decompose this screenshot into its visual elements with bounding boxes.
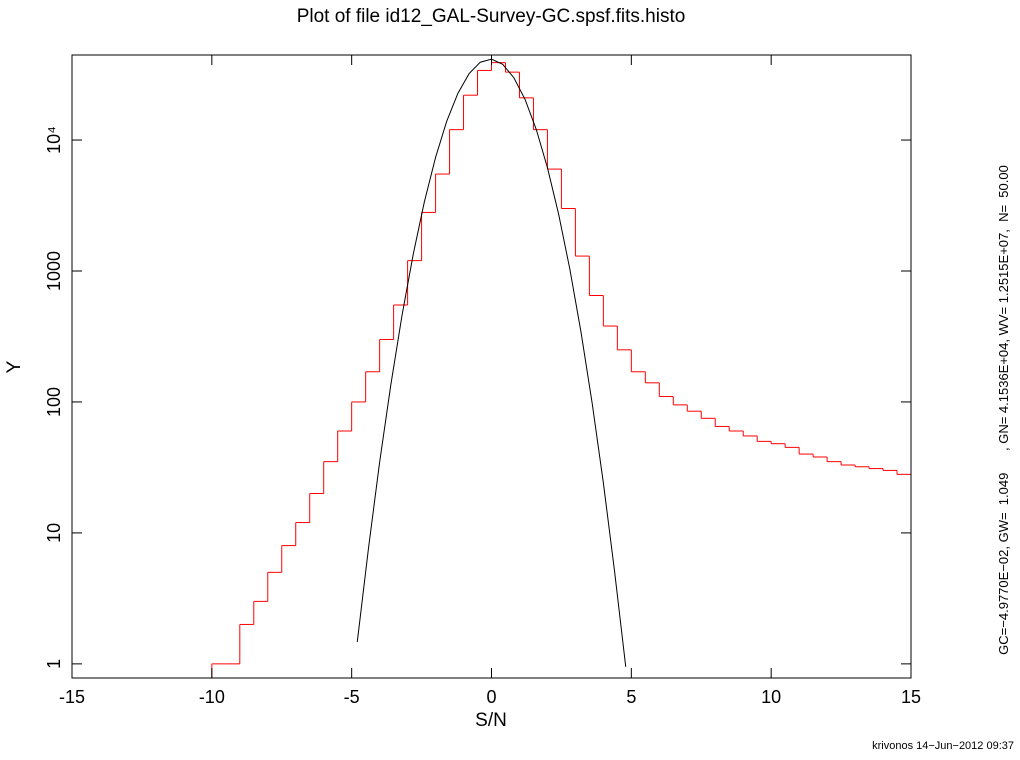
footer: krivonos 14−Jun−2012 09:37 <box>872 740 1014 752</box>
x-tick-label: 0 <box>486 687 496 707</box>
x-tick-label: -15 <box>59 687 85 707</box>
plot-area <box>211 58 911 678</box>
x-tick-label: 10 <box>761 687 781 707</box>
y-tick-label: 1000 <box>44 251 64 291</box>
x-tick-label: -10 <box>199 687 225 707</box>
y-tick-label: 10 <box>44 523 64 543</box>
x-tick-label: 5 <box>626 687 636 707</box>
y-tick-label: 100 <box>44 387 64 417</box>
y-tick-label: 10⁴ <box>44 126 64 154</box>
x-axis-label: S/N <box>475 710 507 731</box>
y-tick-label: 1 <box>44 659 64 669</box>
fit-annotation: GC=−4.9770E−02, GW= 1.049 , GN= 4.1536E+… <box>996 165 1011 655</box>
x-tick-label: 15 <box>901 687 921 707</box>
y-axis-label: Y <box>4 360 25 373</box>
chart-title: Plot of file id12_GAL-Survey-GC.spsf.fit… <box>297 6 686 27</box>
x-tick-label: -5 <box>344 687 360 707</box>
